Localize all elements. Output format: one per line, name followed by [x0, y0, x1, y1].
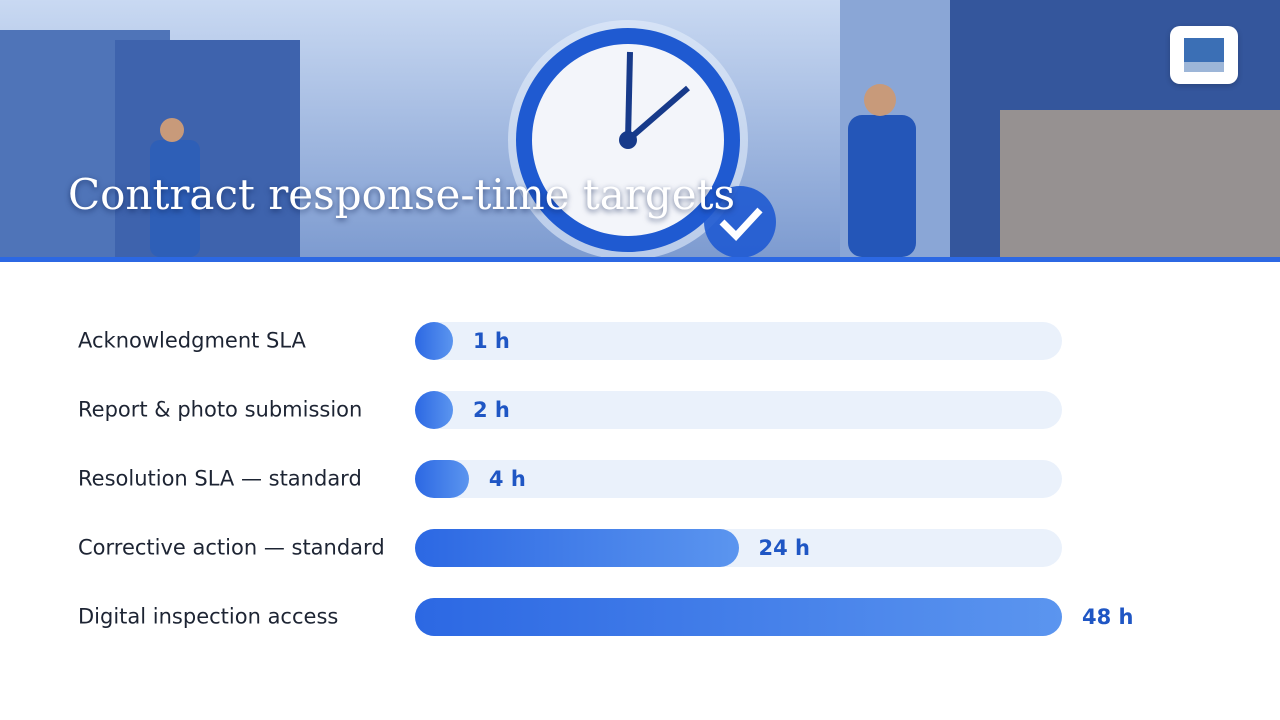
- bar-track: [415, 391, 1062, 429]
- category-label: Report & photo submission: [78, 397, 363, 422]
- chart-title: Contract response-time targets: [68, 170, 736, 219]
- category-label: Resolution SLA — standard: [78, 466, 362, 491]
- category-label: Acknowledgment SLA: [78, 328, 306, 353]
- bar: [415, 529, 739, 567]
- logo: [1170, 26, 1238, 84]
- logo-icon: [1184, 38, 1224, 72]
- bar: [415, 460, 469, 498]
- category-label: Corrective action — standard: [78, 535, 385, 560]
- header-banner: [0, 0, 1280, 262]
- bar-track: [415, 460, 1062, 498]
- value-label: 4 h: [488, 467, 526, 491]
- bar: [415, 598, 1062, 636]
- value-label: 48 h: [1082, 605, 1134, 629]
- bar: [415, 391, 453, 429]
- bar-track: [415, 322, 1062, 360]
- value-label: 1 h: [473, 329, 510, 353]
- value-label: 2 h: [473, 398, 510, 422]
- category-label: Digital inspection access: [78, 604, 339, 629]
- value-label: 24 h: [758, 536, 811, 560]
- bar: [415, 322, 453, 360]
